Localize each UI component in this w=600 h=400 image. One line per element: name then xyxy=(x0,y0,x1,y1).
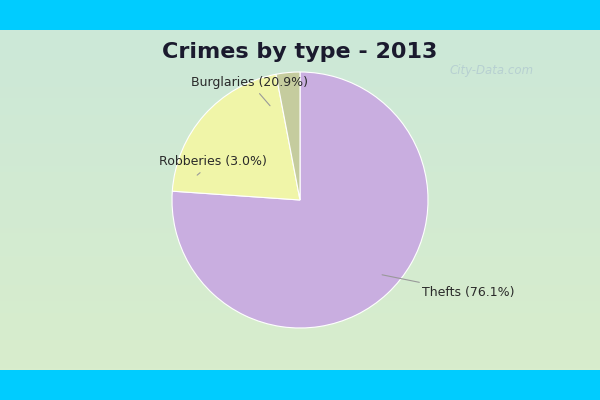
Wedge shape xyxy=(172,72,428,328)
Text: Thefts (76.1%): Thefts (76.1%) xyxy=(382,275,514,299)
Wedge shape xyxy=(276,72,300,200)
Text: City-Data.com: City-Data.com xyxy=(450,64,534,77)
Text: Robberies (3.0%): Robberies (3.0%) xyxy=(159,155,267,175)
Wedge shape xyxy=(172,74,300,200)
Text: Burglaries (20.9%): Burglaries (20.9%) xyxy=(191,76,308,106)
Text: Crimes by type - 2013: Crimes by type - 2013 xyxy=(163,42,437,62)
